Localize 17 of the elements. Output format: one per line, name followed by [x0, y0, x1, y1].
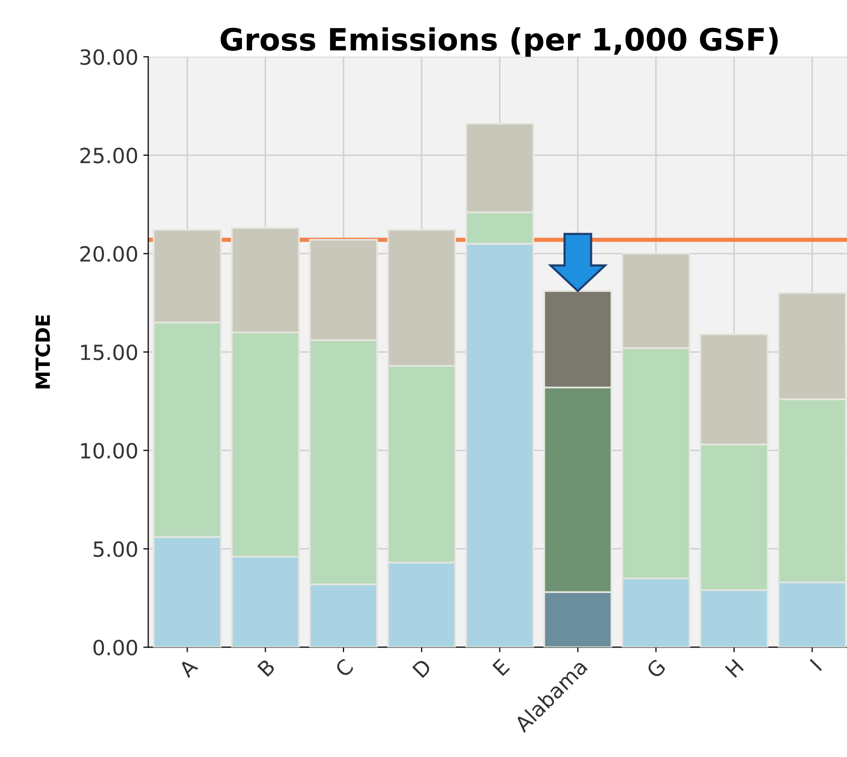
- x-tick-label: H: [724, 658, 744, 678]
- y-tick-label: 20.00: [80, 246, 138, 262]
- x-tick-label: G: [646, 658, 666, 679]
- x-tick-label: D: [412, 658, 432, 678]
- y-tick-label: 25.00: [80, 148, 138, 164]
- chart-title: Gross Emissions (per 1,000 GSF): [220, 27, 778, 57]
- x-tick-label: A: [178, 658, 198, 678]
- x-tick-label: I: [810, 658, 822, 672]
- y-axis-title: MTCDE: [35, 315, 50, 388]
- y-tick-label: 5.00: [94, 541, 138, 558]
- y-tick-label: 10.00: [81, 442, 138, 459]
- y-tick-label: 15.00: [81, 344, 138, 360]
- x-tick-label: E: [492, 658, 510, 676]
- y-tick-label: 0.00: [93, 640, 138, 656]
- x-tick-label: C: [334, 658, 354, 678]
- x-tick-label: B: [257, 658, 276, 677]
- y-tick-label: 30.00: [80, 49, 138, 65]
